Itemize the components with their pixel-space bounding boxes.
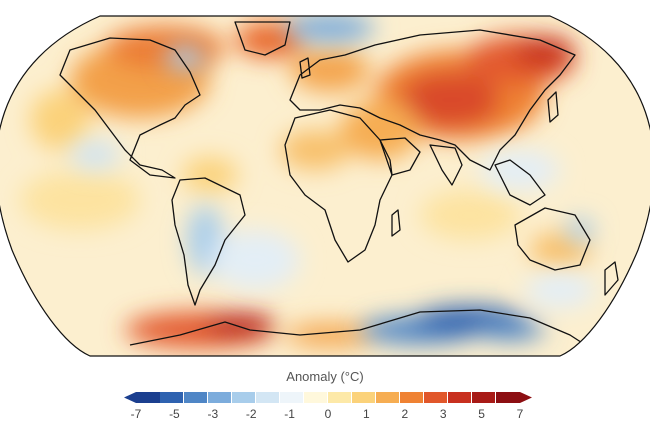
colorbar-cell xyxy=(280,392,303,403)
colorbar-cell xyxy=(496,392,532,403)
australia-outline xyxy=(514,207,591,271)
new-zealand-outline xyxy=(604,261,619,296)
colorbar-ticks: -7 -5 -3 -2 -1 0 1 2 3 5 7 xyxy=(131,407,524,421)
japan-outline xyxy=(547,91,559,123)
coastlines xyxy=(59,21,619,349)
colorbar-tick-label: -5 xyxy=(169,407,180,421)
uk-outline xyxy=(299,57,311,79)
globe-outline xyxy=(0,15,650,357)
colorbar-tick-label: -2 xyxy=(246,407,257,421)
colorbar-tick-label: -1 xyxy=(284,407,295,421)
cool-anomalies xyxy=(70,16,595,344)
anomaly-field xyxy=(0,16,650,356)
colorbar-cell xyxy=(184,392,207,403)
colorbar-cell xyxy=(256,392,279,403)
colorbar-cell xyxy=(400,392,423,403)
colorbar-cell xyxy=(124,392,160,403)
africa-outline xyxy=(284,109,393,263)
south-america-outline xyxy=(171,177,246,306)
colorbar-cells xyxy=(124,392,532,403)
europe-asia-outline xyxy=(289,29,576,171)
arabia-outline xyxy=(379,137,421,176)
india-outline xyxy=(429,144,463,186)
colorbar-tick-label: -3 xyxy=(207,407,218,421)
colorbar-cell xyxy=(352,392,375,403)
colorbar-cell xyxy=(328,392,351,403)
colorbar-cell xyxy=(472,392,495,403)
colorbar-tick-label: 2 xyxy=(401,407,408,421)
colorbar: -7 -5 -3 -2 -1 0 1 2 3 5 7 xyxy=(124,392,532,421)
north-america-outline xyxy=(59,37,201,179)
colorbar-cell xyxy=(304,392,327,403)
colorbar-cell xyxy=(448,392,471,403)
madagascar-outline xyxy=(391,209,401,237)
colorbar-tick-label: 7 xyxy=(517,407,524,421)
legend-title: Anomaly (°C) xyxy=(286,369,364,384)
colorbar-cell xyxy=(160,392,183,403)
colorbar-cell xyxy=(232,392,255,403)
antarctica-outline xyxy=(129,309,591,349)
greenland-outline xyxy=(234,21,291,56)
colorbar-tick-label: 0 xyxy=(325,407,332,421)
colorbar-cell xyxy=(424,392,447,403)
warm-anomalies xyxy=(20,22,590,348)
colorbar-tick-label: 1 xyxy=(363,407,370,421)
world-map xyxy=(0,15,650,357)
colorbar-tick-label: 3 xyxy=(440,407,447,421)
colorbar-cell xyxy=(376,392,399,403)
colorbar-cell xyxy=(208,392,231,403)
southeast-asia-outline xyxy=(494,159,546,206)
colorbar-tick-label: 5 xyxy=(478,407,485,421)
colorbar-tick-label: -7 xyxy=(131,407,142,421)
